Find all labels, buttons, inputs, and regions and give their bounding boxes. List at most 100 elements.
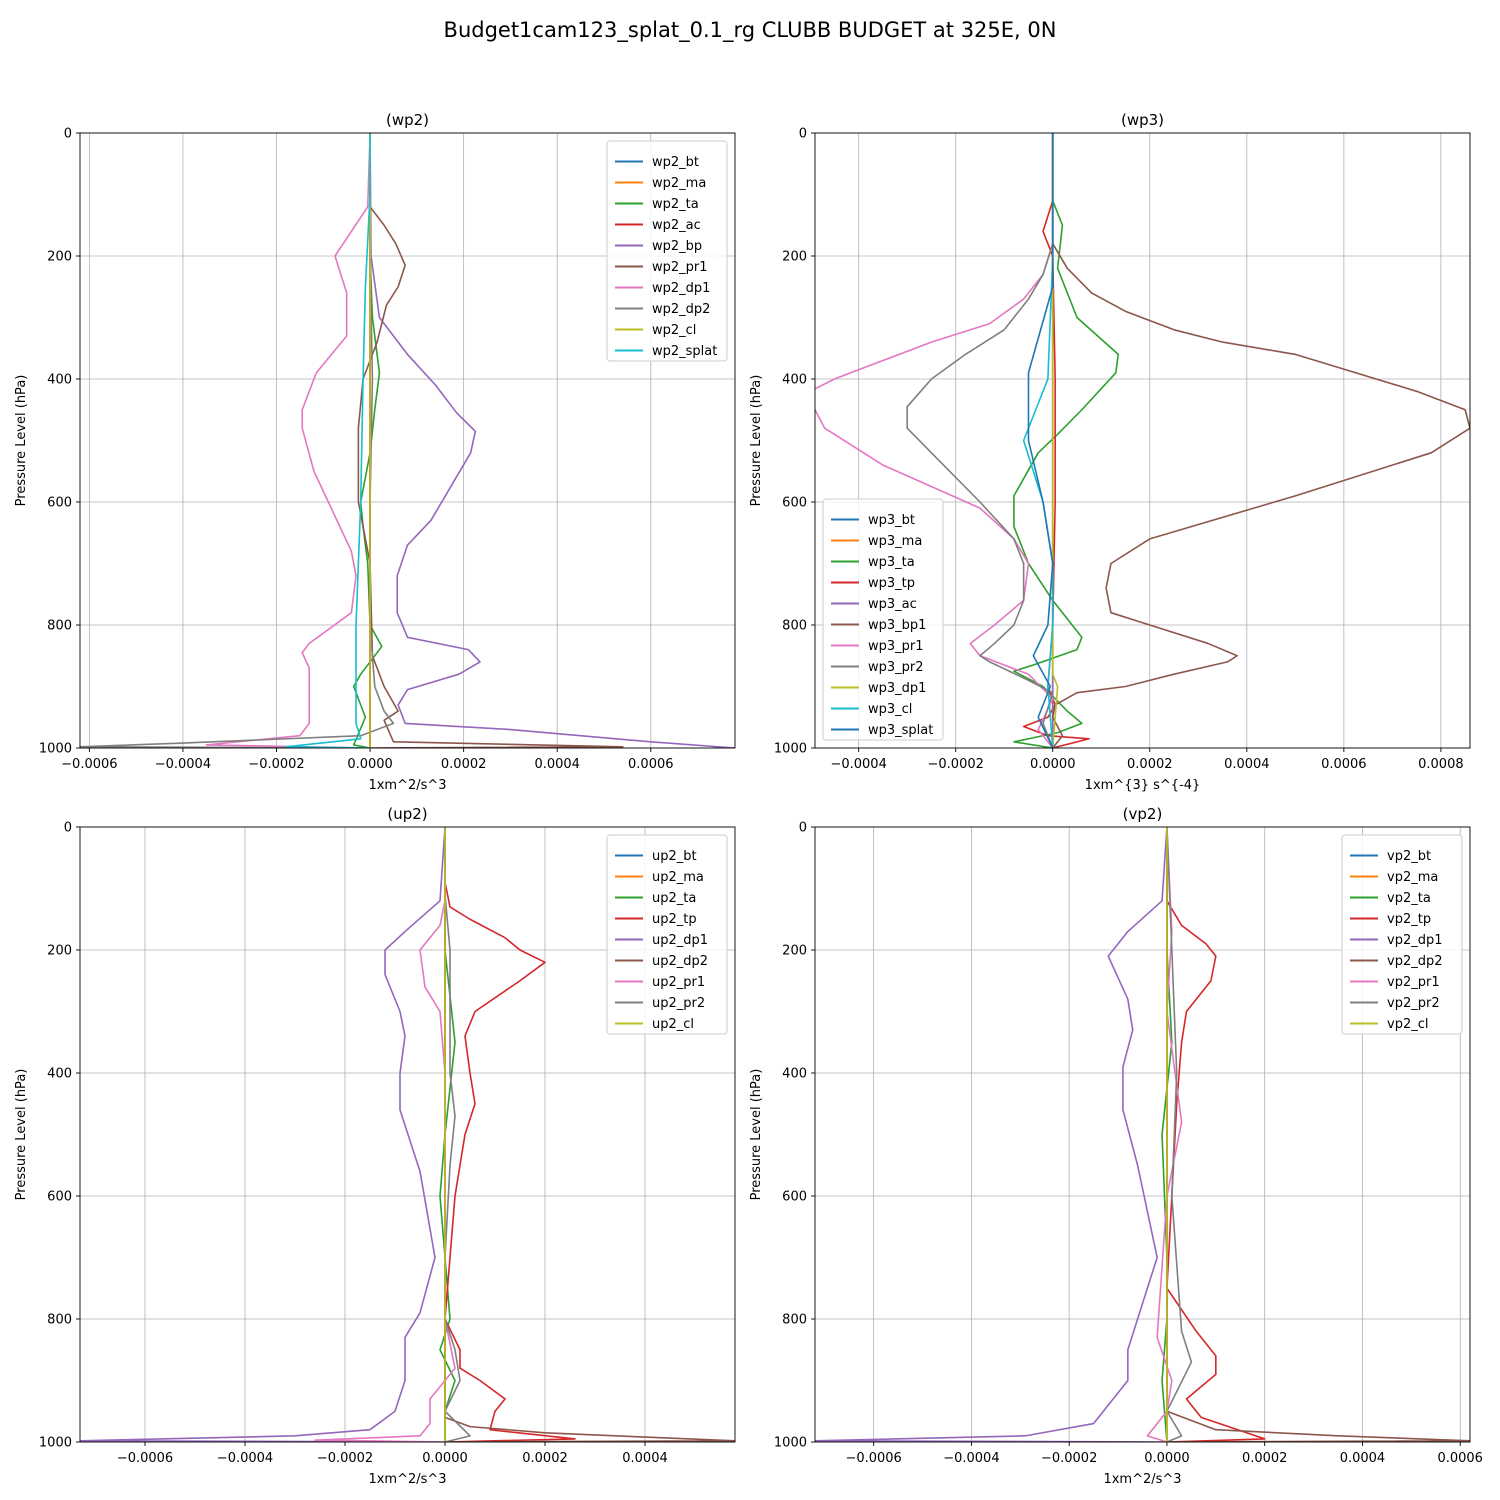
legend-label: up2_pr2 xyxy=(652,996,705,1011)
figure-title: Budget1cam123_splat_0.1_rg CLUBB BUDGET … xyxy=(444,18,1057,43)
legend-label: wp3_pr1 xyxy=(868,639,924,654)
y-tick-label: 800 xyxy=(782,1313,807,1328)
y-tick-label: 200 xyxy=(47,944,72,959)
x-tick-label: 0.0004 xyxy=(622,1451,668,1466)
axes-frame xyxy=(814,132,1471,749)
series-line-wp2_bp xyxy=(369,133,735,748)
legend-label: wp3_tp xyxy=(868,576,915,591)
series-line-wp3_ta xyxy=(1013,133,1120,748)
axes-frame xyxy=(79,132,736,749)
x-tick-label: −0.0002 xyxy=(1041,1451,1097,1466)
legend-label: up2_dp1 xyxy=(652,933,708,948)
x-tick-label: 0.0000 xyxy=(347,757,393,772)
series-lines xyxy=(815,133,1470,748)
chart-title: (wp2) xyxy=(386,111,429,129)
chart-panel-1: −0.0004 −0.0002 0.0000 0.0002 0.0004 0.0006 0.… xyxy=(749,111,1471,793)
y-tick-label: 800 xyxy=(782,619,807,634)
x-tick-label: −0.0004 xyxy=(155,757,211,772)
legend-label: wp3_splat xyxy=(868,723,933,738)
y-tick-label: 400 xyxy=(47,1067,72,1082)
legend-label: up2_ma xyxy=(652,870,704,885)
x-tick-label: −0.0006 xyxy=(845,1451,901,1466)
series-line-wp2_pr1 xyxy=(357,133,624,748)
legend-label: up2_bt xyxy=(652,849,697,864)
legend-label: wp2_cl xyxy=(652,323,696,338)
axes-frame xyxy=(79,826,736,1443)
legend-label: up2_dp2 xyxy=(652,954,708,969)
x-tick-label: 0.0002 xyxy=(441,757,487,772)
y-tick-label: 400 xyxy=(47,373,72,388)
y-tick-label: 800 xyxy=(47,1313,72,1328)
legend-label: vp2_tp xyxy=(1387,912,1431,927)
y-tick-label: 600 xyxy=(47,496,72,511)
legend-box xyxy=(606,140,728,362)
legend-label: vp2_ma xyxy=(1387,870,1438,885)
x-tick-label: −0.0002 xyxy=(928,757,984,772)
legend-label: vp2_cl xyxy=(1387,1017,1428,1032)
legend-label: wp2_ma xyxy=(652,176,706,191)
x-tick-label: −0.0006 xyxy=(61,757,117,772)
series-line-wp3_pr2 xyxy=(906,133,1054,748)
panels-container: −0.0006 −0.0004 −0.0002 0.0000 0.0002 0.0004 0… xyxy=(14,111,1483,1487)
legend-label: up2_tp xyxy=(652,912,697,927)
x-tick-label: 0.0000 xyxy=(422,1451,468,1466)
y-tick-label: 400 xyxy=(782,373,807,388)
legend-label: wp3_bt xyxy=(868,513,915,528)
legend-label: wp3_dp1 xyxy=(868,681,926,696)
y-tick-label: 0 xyxy=(64,821,72,836)
x-axis-label: 1xm^2/s^3 xyxy=(368,778,446,793)
legend: wp3_bt wp3_ma wp3_ta wp3_tp wp3_ac wp3_bp1 wp3… xyxy=(822,498,944,741)
series-line-wp3_pr1 xyxy=(815,133,1054,748)
x-tick-label: −0.0002 xyxy=(317,1451,373,1466)
legend-label: wp2_dp1 xyxy=(652,281,710,296)
series-line-wp2_splat xyxy=(285,133,371,748)
legend-label: wp3_ma xyxy=(868,534,922,549)
x-tick-label: −0.0004 xyxy=(830,757,886,772)
y-tick-label: 1000 xyxy=(774,1436,807,1451)
axes-frame xyxy=(814,826,1471,1443)
legend-label: up2_ta xyxy=(652,891,696,906)
series-line-wp2_dp1 xyxy=(205,133,371,748)
x-tick-label: −0.0004 xyxy=(943,1451,999,1466)
series-lines xyxy=(80,827,735,1442)
legend: up2_bt up2_ma up2_ta up2_tp up2_dp1 up2_dp2up… xyxy=(606,834,728,1035)
y-tick-label: 0 xyxy=(799,821,807,836)
x-tick-label: 0.0006 xyxy=(1321,757,1367,772)
x-tick-label: 0.0000 xyxy=(1030,757,1076,772)
legend-label: vp2_ta xyxy=(1387,891,1431,906)
legend-box xyxy=(606,834,728,1035)
legend-label: vp2_dp2 xyxy=(1387,954,1443,969)
legend-label: wp2_splat xyxy=(652,344,717,359)
legend-label: wp2_ac xyxy=(652,218,701,233)
y-tick-label: 1000 xyxy=(774,742,807,757)
x-tick-label: −0.0002 xyxy=(248,757,304,772)
legend-label: wp3_pr2 xyxy=(868,660,924,675)
legend-label: up2_pr1 xyxy=(652,975,705,990)
y-tick-label: 600 xyxy=(782,1190,807,1205)
x-tick-label: 0.0006 xyxy=(1437,1451,1483,1466)
chart-title: (wp3) xyxy=(1121,111,1164,129)
series-lines xyxy=(80,133,735,748)
series-line-wp2_dp2 xyxy=(80,133,395,748)
legend-label: vp2_pr2 xyxy=(1387,996,1440,1011)
x-tick-label: 0.0004 xyxy=(1224,757,1270,772)
x-tick-label: 0.0004 xyxy=(534,757,580,772)
chart-panel-3: −0.0006 −0.0004 −0.0002 0.0000 0.0002 0.0004 0… xyxy=(749,805,1483,1487)
x-tick-label: 0.0006 xyxy=(628,757,674,772)
x-tick-label: −0.0006 xyxy=(117,1451,173,1466)
x-tick-label: 0.0002 xyxy=(1242,1451,1288,1466)
legend-label: vp2_dp1 xyxy=(1387,933,1443,948)
x-tick-label: −0.0004 xyxy=(217,1451,273,1466)
x-axis-label: 1xm^{3} s^{-4} xyxy=(1085,778,1201,793)
legend-label: vp2_bt xyxy=(1387,849,1431,864)
legend-box xyxy=(822,498,944,741)
y-tick-label: 0 xyxy=(799,127,807,142)
legend-label: wp2_dp2 xyxy=(652,302,710,317)
legend-label: wp2_ta xyxy=(652,197,699,212)
legend-label: wp2_pr1 xyxy=(652,260,708,275)
y-axis-label: Pressure Level (hPa) xyxy=(749,375,764,507)
y-tick-label: 400 xyxy=(782,1067,807,1082)
x-tick-label: 0.0000 xyxy=(1144,1451,1190,1466)
